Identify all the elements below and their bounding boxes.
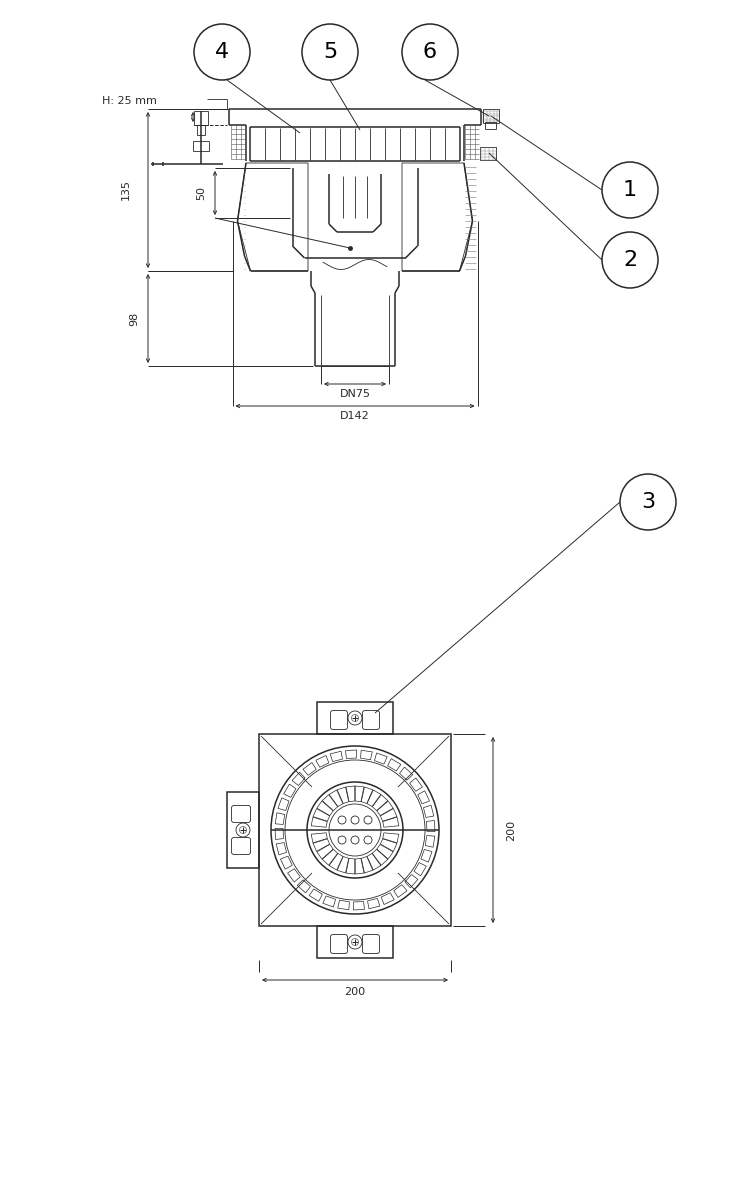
Bar (317, 926, 393, 958)
Bar (193, 140, 209, 151)
Bar (197, 125, 205, 134)
Text: 200: 200 (345, 986, 365, 997)
Circle shape (620, 474, 676, 530)
Text: 2: 2 (623, 250, 637, 270)
Text: D142: D142 (340, 410, 370, 421)
Text: 1: 1 (623, 180, 637, 200)
Text: 5: 5 (323, 42, 337, 62)
Text: H: 25 mm: H: 25 mm (102, 96, 157, 106)
Text: 4: 4 (215, 42, 229, 62)
Text: 6: 6 (423, 42, 437, 62)
Bar (317, 702, 393, 734)
Circle shape (194, 24, 250, 80)
Bar (483, 109, 499, 122)
Text: 98: 98 (129, 311, 139, 325)
Bar (485, 122, 496, 128)
Text: 50: 50 (196, 186, 206, 200)
Bar (194, 110, 208, 125)
Text: 135: 135 (121, 180, 131, 200)
Text: DN75: DN75 (339, 389, 370, 398)
Text: 3: 3 (641, 492, 655, 512)
Circle shape (302, 24, 358, 80)
Bar (227, 792, 259, 868)
Circle shape (602, 232, 658, 288)
Bar (480, 146, 496, 160)
Circle shape (602, 162, 658, 218)
Text: 200: 200 (506, 820, 516, 840)
Bar (259, 734, 451, 926)
Circle shape (402, 24, 458, 80)
